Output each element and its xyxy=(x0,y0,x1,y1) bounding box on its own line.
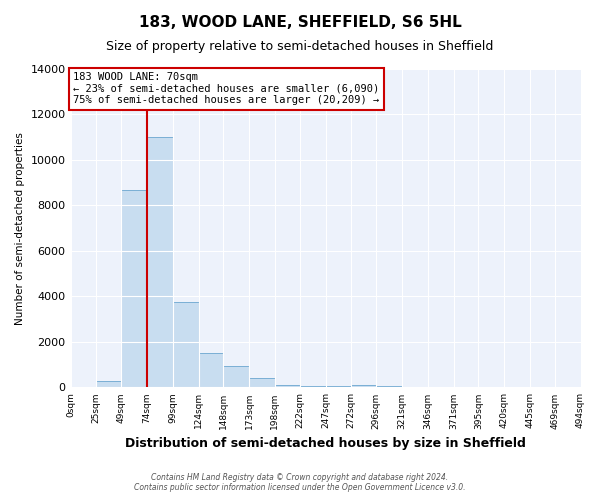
Bar xyxy=(376,386,402,388)
Y-axis label: Number of semi-detached properties: Number of semi-detached properties xyxy=(15,132,25,324)
Bar xyxy=(275,385,300,388)
Bar xyxy=(121,190,147,388)
Text: Contains HM Land Registry data © Crown copyright and database right 2024.
Contai: Contains HM Land Registry data © Crown c… xyxy=(134,473,466,492)
Bar xyxy=(223,366,249,388)
Bar xyxy=(97,380,121,388)
Bar xyxy=(352,385,376,388)
Bar xyxy=(326,386,352,388)
Text: 183 WOOD LANE: 70sqm
← 23% of semi-detached houses are smaller (6,090)
75% of se: 183 WOOD LANE: 70sqm ← 23% of semi-detac… xyxy=(73,72,379,106)
Text: Size of property relative to semi-detached houses in Sheffield: Size of property relative to semi-detach… xyxy=(106,40,494,53)
Bar xyxy=(300,386,326,388)
X-axis label: Distribution of semi-detached houses by size in Sheffield: Distribution of semi-detached houses by … xyxy=(125,437,526,450)
Text: 183, WOOD LANE, SHEFFIELD, S6 5HL: 183, WOOD LANE, SHEFFIELD, S6 5HL xyxy=(139,15,461,30)
Bar xyxy=(199,354,223,388)
Bar xyxy=(173,302,199,388)
Bar xyxy=(249,378,275,388)
Bar xyxy=(147,137,173,388)
